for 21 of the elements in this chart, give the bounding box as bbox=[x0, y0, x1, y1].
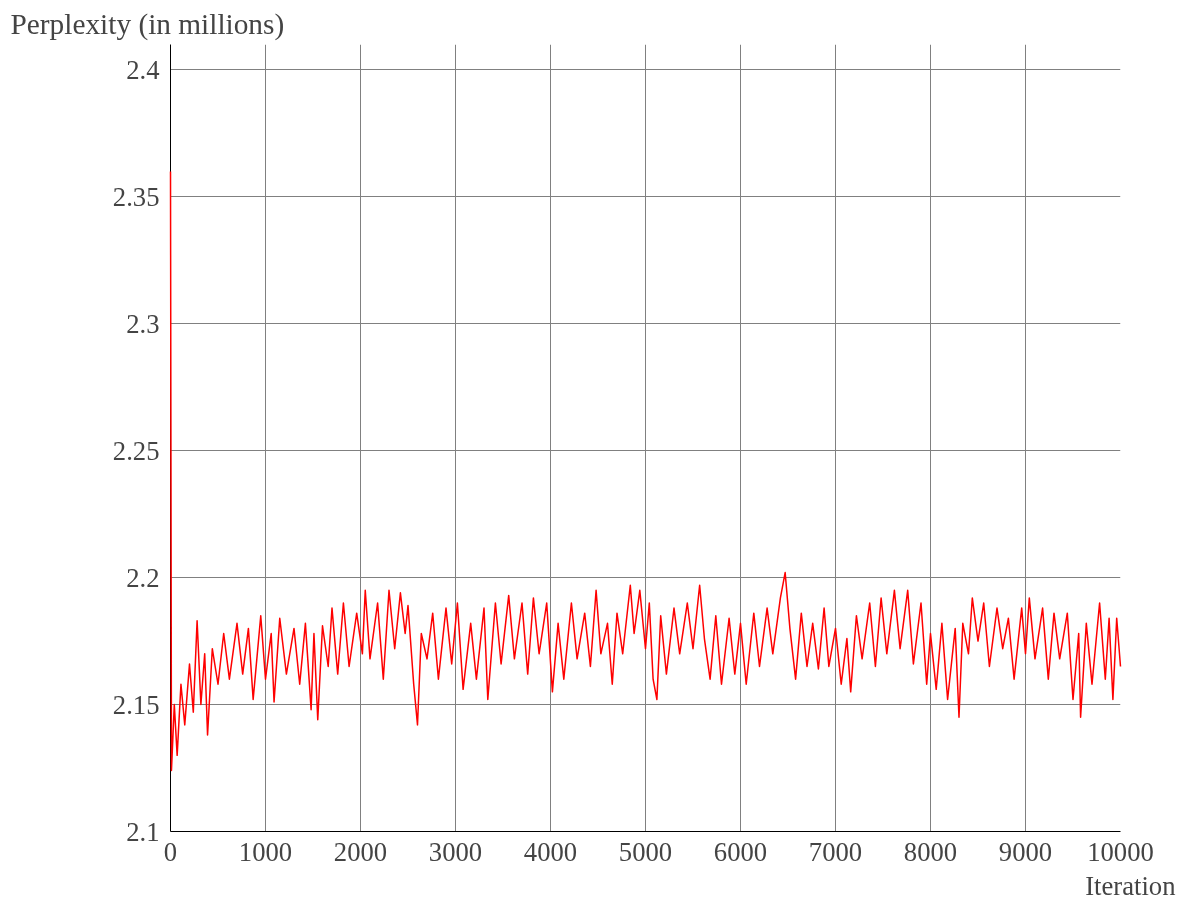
x-tick-label: 3000 bbox=[428, 836, 483, 867]
y-tick-label: 2.35 bbox=[112, 181, 160, 212]
y-tick-label: 2.3 bbox=[126, 308, 160, 339]
x-axis-title: Iteration bbox=[1085, 870, 1176, 901]
x-tick-label: 4000 bbox=[523, 836, 578, 867]
y-tick-label: 2.1 bbox=[126, 816, 160, 847]
y-tick-label: 2.25 bbox=[112, 435, 160, 466]
y-tick-label: 2.15 bbox=[112, 689, 160, 720]
y-tick-label: 2.2 bbox=[126, 562, 160, 593]
y-tick-label: 2.4 bbox=[126, 54, 160, 85]
x-tick-label: 9000 bbox=[998, 836, 1053, 867]
line-series bbox=[169, 170, 1122, 772]
y-axis-title: Perplexity (in millions) bbox=[10, 7, 285, 41]
x-tick-label: 7000 bbox=[808, 836, 863, 867]
x-tick-label: 5000 bbox=[618, 836, 673, 867]
x-tick-label: 1000 bbox=[238, 836, 293, 867]
x-tick-label: 0 bbox=[163, 836, 178, 867]
x-tick-label: 10000 bbox=[1087, 836, 1154, 867]
x-tick-label: 8000 bbox=[903, 836, 958, 867]
x-tick-label: 6000 bbox=[713, 836, 768, 867]
x-tick-label: 2000 bbox=[333, 836, 388, 867]
